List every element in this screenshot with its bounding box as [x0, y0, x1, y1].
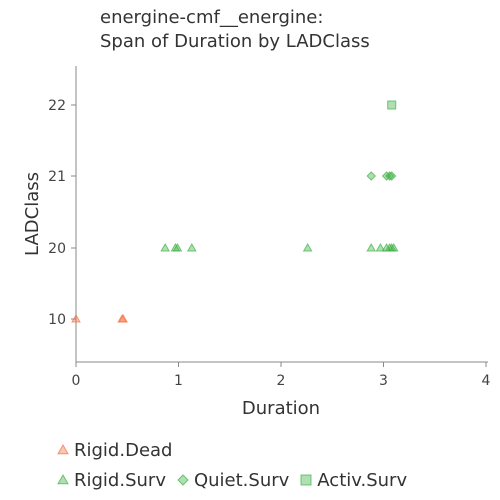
- square-icon: [300, 474, 312, 486]
- legend-item: Quiet.Surv: [176, 470, 289, 491]
- rigid-surv-point: [366, 242, 377, 252]
- legend-label: Quiet.Surv: [193, 469, 290, 491]
- y-axis-ticks: 10 20 21 22: [48, 98, 76, 328]
- legend-item: Rigid.Surv: [56, 470, 166, 491]
- legend-label: Rigid.Surv: [74, 469, 166, 491]
- legend-item: Activ.Surv: [299, 470, 407, 491]
- quiet-surv-point: [384, 171, 395, 181]
- quiet-surv-point: [386, 171, 397, 181]
- x-tick-label: 1: [174, 373, 183, 389]
- x-axis-ticks: 0 1 2 3 4: [72, 362, 491, 389]
- rigid-surv-point: [160, 242, 171, 252]
- legend: Rigid.Dead Rigid.Surv Quiet.Surv Activ.Sur…: [56, 435, 417, 495]
- legend-row: Rigid.Surv Quiet.Surv Activ.Surv: [56, 465, 417, 495]
- x-tick-label: 0: [72, 373, 81, 389]
- y-tick-label: 22: [48, 98, 66, 114]
- legend-label: Activ.Surv: [317, 469, 408, 491]
- y-tick-label: 21: [48, 169, 66, 185]
- legend-label: Rigid.Dead: [74, 439, 173, 461]
- y-tick-label: 20: [48, 241, 66, 257]
- rigid-surv-point: [172, 242, 183, 252]
- triangle-icon: [57, 443, 69, 455]
- diamond-icon: [177, 474, 189, 486]
- chart-title-line-1: energine-cmf__energine:: [100, 7, 324, 28]
- rigid-dead-point: [71, 313, 81, 323]
- quiet-surv-point: [366, 171, 376, 181]
- legend-item: Rigid.Dead: [56, 440, 172, 461]
- legend-row: Rigid.Dead: [56, 435, 417, 465]
- x-tick-label: 4: [482, 373, 491, 389]
- x-tick-label: 2: [277, 373, 286, 389]
- triangle-icon: [57, 473, 69, 485]
- rigid-surv-point: [302, 242, 313, 252]
- rigid-surv-point: [375, 242, 386, 252]
- y-axis-title: LADClass: [22, 172, 43, 256]
- x-axis-title: Duration: [242, 398, 320, 419]
- x-tick-label: 3: [379, 373, 388, 389]
- rigid-surv-point: [186, 242, 197, 252]
- rigid-surv-point: [388, 242, 399, 252]
- rigid-dead-point: [118, 313, 129, 323]
- chart-title: energine-cmf__energine: Span of Duration…: [100, 6, 370, 54]
- data-points: [71, 100, 399, 323]
- scatter-plot: 0 1 2 3 4 10 20 21 22 Duration LADClass: [22, 66, 491, 419]
- y-tick-label: 10: [48, 312, 66, 328]
- activ-surv-point: [387, 100, 397, 110]
- chart-title-line-2: Span of Duration by LADClass: [100, 31, 370, 52]
